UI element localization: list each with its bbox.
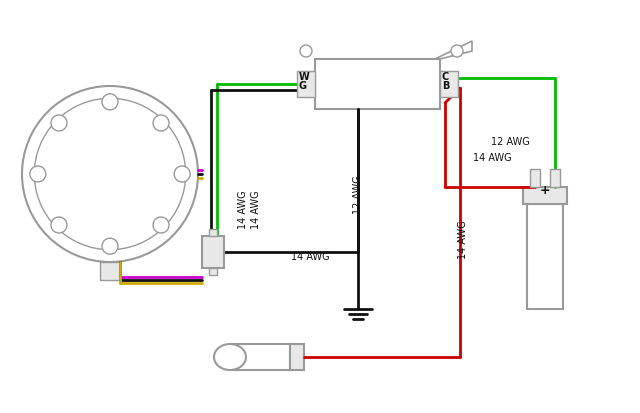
Bar xyxy=(530,170,540,188)
Bar xyxy=(202,236,224,268)
Bar xyxy=(315,60,440,110)
Circle shape xyxy=(153,218,169,233)
Bar xyxy=(440,72,458,98)
Text: 14 AWG: 14 AWG xyxy=(473,153,511,163)
Bar xyxy=(290,344,304,370)
Polygon shape xyxy=(315,42,472,60)
Bar xyxy=(209,268,217,275)
Text: 14 AWG: 14 AWG xyxy=(458,220,468,259)
Text: 12 AWG: 12 AWG xyxy=(491,137,529,147)
Bar xyxy=(230,344,290,370)
Bar xyxy=(527,204,563,309)
Text: 14 AWG: 14 AWG xyxy=(238,190,248,229)
Text: G: G xyxy=(299,81,307,91)
Bar xyxy=(550,170,560,188)
Circle shape xyxy=(174,166,190,183)
Circle shape xyxy=(102,239,118,254)
Ellipse shape xyxy=(22,87,198,262)
Text: +: + xyxy=(540,183,550,197)
Bar xyxy=(523,188,567,204)
Ellipse shape xyxy=(214,344,246,370)
Bar xyxy=(297,72,315,98)
Text: 14 AWG: 14 AWG xyxy=(251,190,261,229)
Ellipse shape xyxy=(35,99,186,250)
Circle shape xyxy=(51,116,67,132)
Bar xyxy=(100,262,120,280)
Text: 12 AWG: 12 AWG xyxy=(353,175,363,214)
Circle shape xyxy=(30,166,46,183)
Bar xyxy=(209,230,217,236)
Circle shape xyxy=(102,95,118,111)
Text: C: C xyxy=(442,72,449,82)
Text: 14 AWG: 14 AWG xyxy=(291,252,330,261)
Text: W: W xyxy=(299,72,310,82)
Circle shape xyxy=(300,46,312,58)
Circle shape xyxy=(153,116,169,132)
Circle shape xyxy=(451,46,463,58)
Text: B: B xyxy=(442,81,449,91)
Circle shape xyxy=(51,218,67,233)
